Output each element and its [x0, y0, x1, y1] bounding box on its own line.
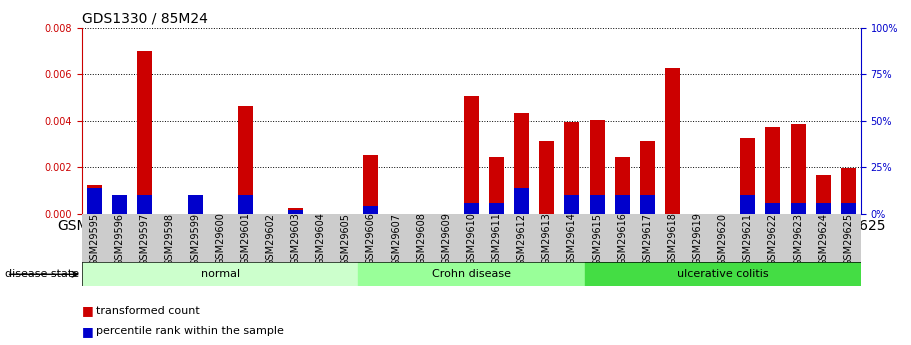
- Bar: [565, 195, 579, 214]
- Text: transformed count: transformed count: [96, 306, 200, 315]
- Bar: [841, 168, 855, 214]
- Bar: [82, 262, 358, 286]
- Bar: [765, 203, 781, 214]
- Text: ■: ■: [82, 304, 94, 317]
- Bar: [138, 51, 152, 214]
- Bar: [514, 112, 529, 214]
- Bar: [188, 195, 202, 214]
- Bar: [741, 138, 755, 214]
- Bar: [640, 140, 655, 214]
- Bar: [615, 195, 630, 214]
- Bar: [589, 120, 605, 214]
- Bar: [765, 127, 781, 214]
- Bar: [791, 203, 805, 214]
- Bar: [815, 176, 831, 214]
- Bar: [464, 96, 479, 214]
- Bar: [815, 203, 831, 214]
- Bar: [565, 122, 579, 214]
- Bar: [188, 206, 202, 214]
- Bar: [87, 185, 102, 214]
- Bar: [288, 210, 303, 214]
- Bar: [238, 106, 253, 214]
- Bar: [363, 155, 378, 214]
- Text: disease state: disease state: [5, 269, 78, 279]
- Bar: [640, 195, 655, 214]
- Text: percentile rank within the sample: percentile rank within the sample: [96, 326, 283, 336]
- Bar: [665, 68, 680, 214]
- Bar: [489, 203, 504, 214]
- Bar: [238, 195, 253, 214]
- Bar: [138, 195, 152, 214]
- Bar: [514, 188, 529, 214]
- Text: ■: ■: [82, 325, 94, 338]
- Bar: [358, 262, 585, 286]
- Text: GDS1330 / 85M24: GDS1330 / 85M24: [82, 11, 208, 25]
- Bar: [841, 203, 855, 214]
- Text: ulcerative colitis: ulcerative colitis: [677, 269, 769, 279]
- Bar: [589, 195, 605, 214]
- Bar: [489, 157, 504, 214]
- Bar: [585, 262, 861, 286]
- Bar: [112, 195, 128, 214]
- Bar: [791, 124, 805, 214]
- Text: Crohn disease: Crohn disease: [432, 269, 511, 279]
- Bar: [363, 206, 378, 214]
- Bar: [539, 140, 555, 214]
- Bar: [87, 188, 102, 214]
- Bar: [464, 203, 479, 214]
- Text: normal: normal: [200, 269, 240, 279]
- Bar: [741, 195, 755, 214]
- Bar: [288, 208, 303, 214]
- Bar: [615, 157, 630, 214]
